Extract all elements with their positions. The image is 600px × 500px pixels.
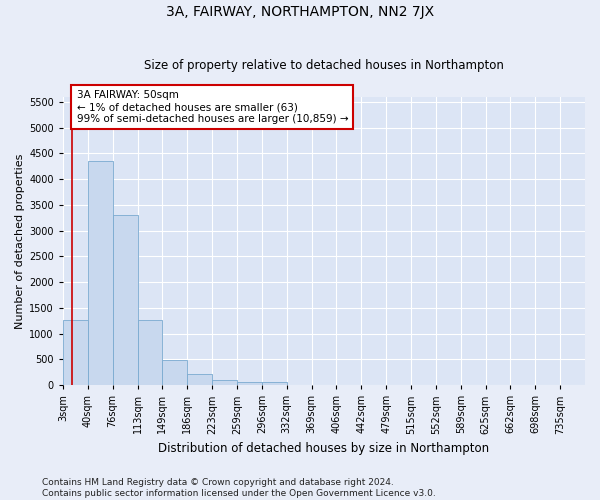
Y-axis label: Number of detached properties: Number of detached properties <box>15 154 25 328</box>
Bar <box>113 215 137 385</box>
Bar <box>187 374 212 385</box>
Bar <box>237 382 262 385</box>
Bar <box>262 382 287 385</box>
Bar <box>163 360 187 385</box>
X-axis label: Distribution of detached houses by size in Northampton: Distribution of detached houses by size … <box>158 442 490 455</box>
Bar <box>88 161 113 385</box>
Bar <box>63 320 88 385</box>
Text: 3A, FAIRWAY, NORTHAMPTON, NN2 7JX: 3A, FAIRWAY, NORTHAMPTON, NN2 7JX <box>166 5 434 19</box>
Title: Size of property relative to detached houses in Northampton: Size of property relative to detached ho… <box>144 59 504 72</box>
Text: 3A FAIRWAY: 50sqm
← 1% of detached houses are smaller (63)
99% of semi-detached : 3A FAIRWAY: 50sqm ← 1% of detached house… <box>77 90 348 124</box>
Bar <box>212 380 237 385</box>
Text: Contains HM Land Registry data © Crown copyright and database right 2024.
Contai: Contains HM Land Registry data © Crown c… <box>42 478 436 498</box>
Bar <box>137 320 163 385</box>
